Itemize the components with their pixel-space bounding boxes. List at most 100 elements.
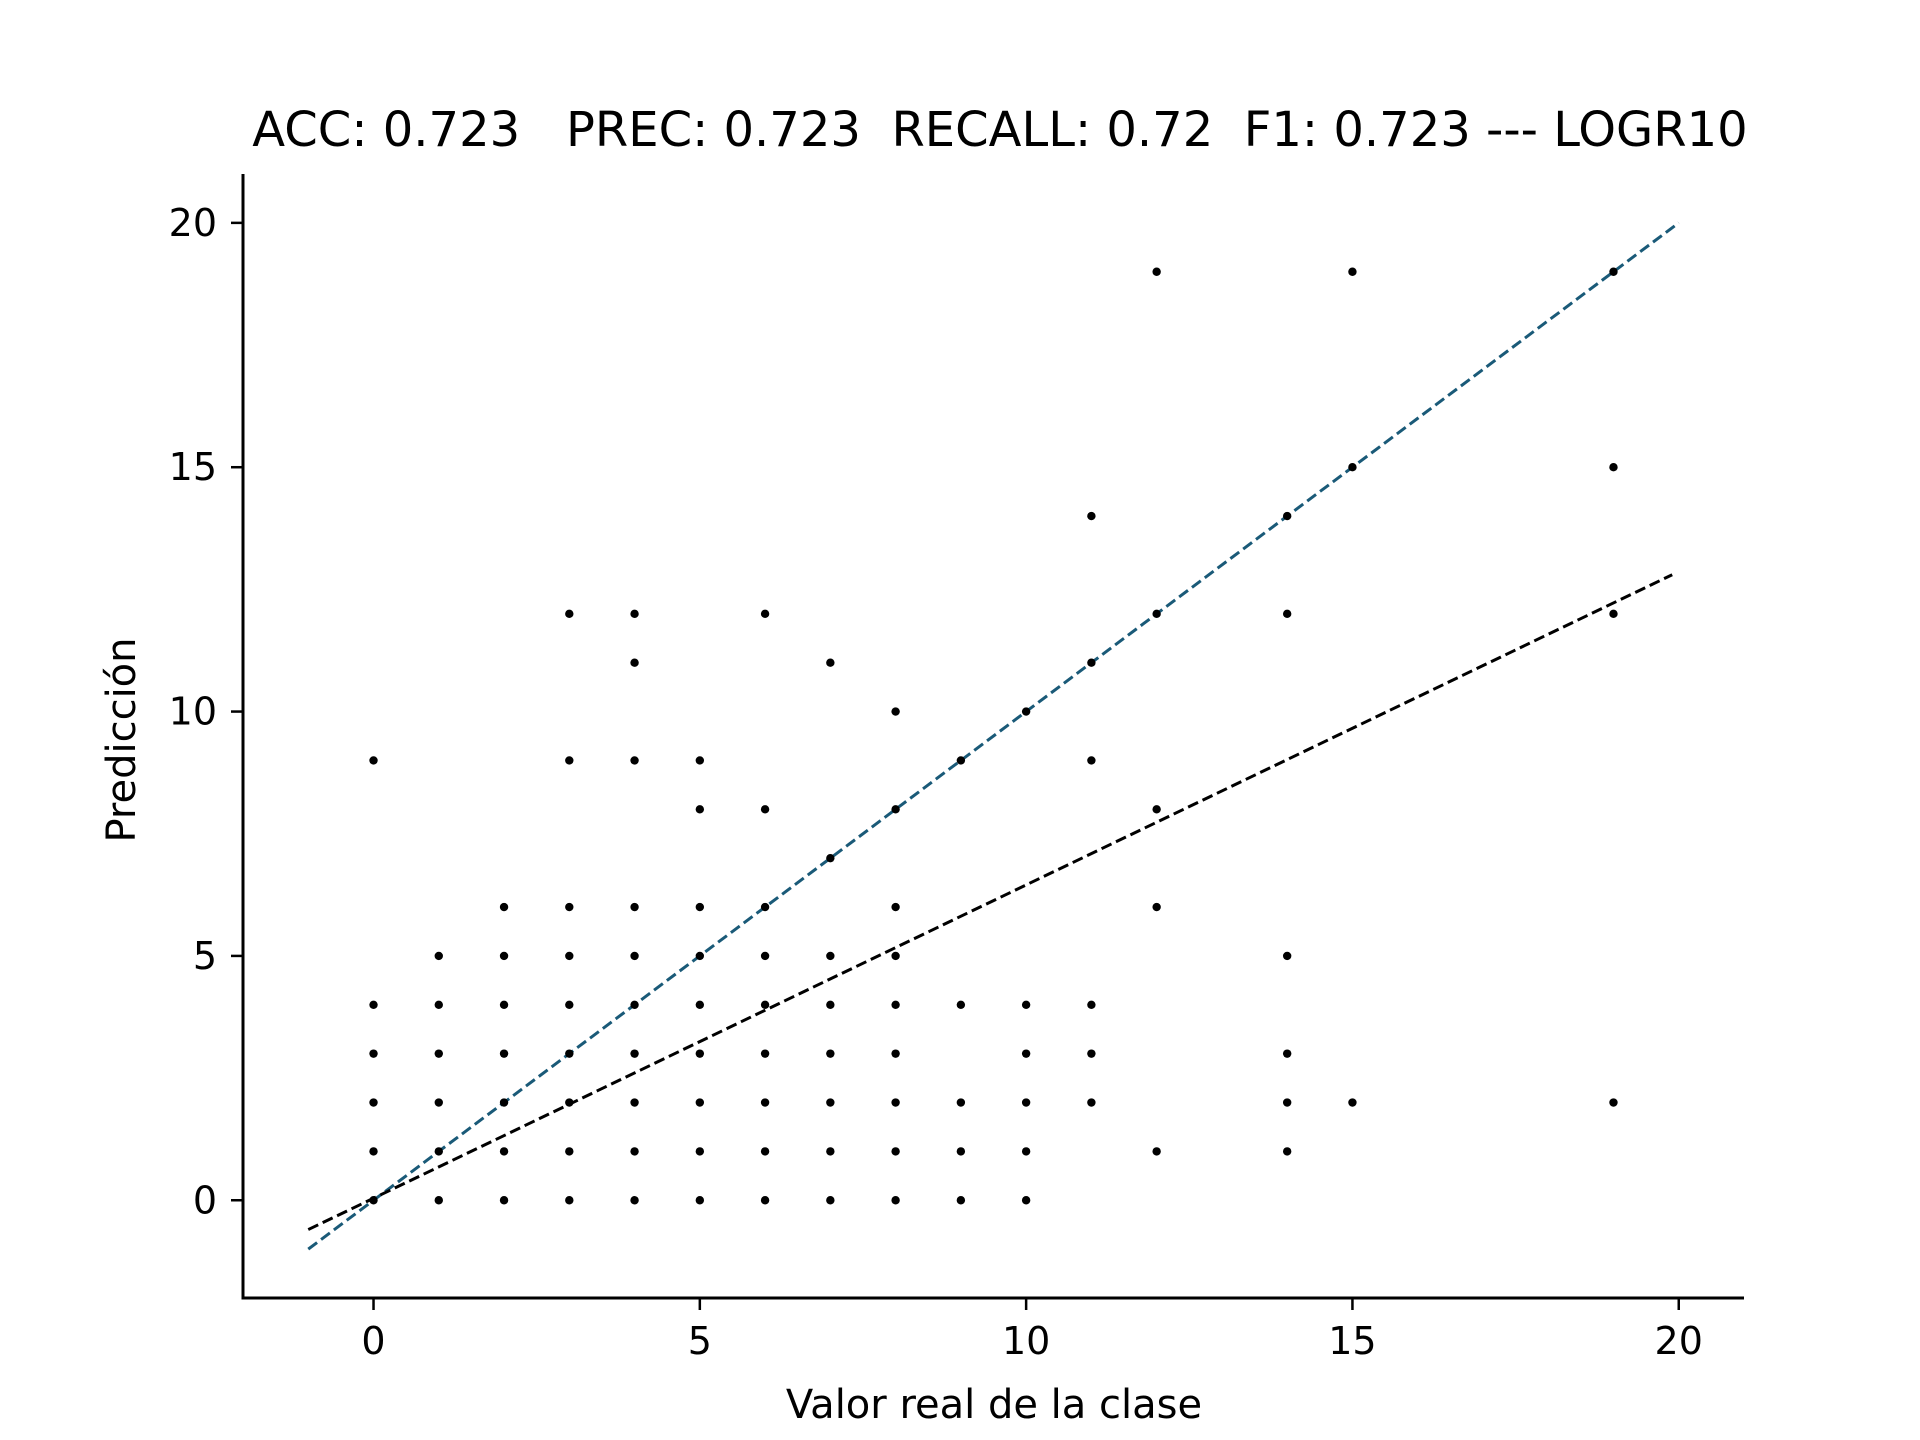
data-point [956,1098,966,1107]
data-point [826,1196,835,1205]
data-point [499,951,509,961]
data-point [1282,1098,1292,1107]
data-point [630,1049,639,1058]
data-point [891,1049,900,1058]
x-tick-label: 15 [1328,1319,1376,1363]
data-point [1087,1000,1096,1009]
data-point [1282,609,1292,619]
data-point [630,1196,639,1205]
data-point [1152,1147,1161,1156]
data-point [891,1000,900,1009]
data-point [1152,609,1161,619]
data-point [1087,511,1096,521]
data-point [369,756,378,765]
data-point [1152,805,1161,814]
y-tick-label: 5 [193,934,217,978]
data-point [1609,1098,1618,1107]
data-point [369,1147,378,1156]
data-point [826,1098,835,1107]
x-tick-label: 20 [1655,1319,1703,1363]
y-tick-label: 20 [169,201,217,245]
data-point [1087,658,1096,667]
data-point [1087,1098,1096,1107]
data-point [434,1000,443,1009]
data-point [499,1147,509,1156]
data-point [1348,463,1357,472]
data-point [565,951,574,961]
data-point [1282,1147,1292,1156]
data-point [956,1000,966,1009]
chart-title: ACC: 0.723 PREC: 0.723 RECALL: 0.72 F1: … [252,102,1747,158]
data-point [891,902,900,912]
identity-line [307,221,1680,1251]
data-point [695,902,705,912]
data-point [695,1000,705,1009]
data-point [695,756,705,765]
data-point [565,1196,574,1205]
data-point [891,805,900,814]
data-point [1021,1147,1031,1156]
x-tick-label: 10 [1002,1319,1050,1363]
data-point [695,1196,705,1205]
data-point [760,1000,770,1009]
data-point [1021,707,1031,716]
data-point [1282,511,1292,521]
data-point [826,1000,835,1009]
data-point [369,1000,378,1009]
data-point [891,1098,900,1107]
x-tick-label: 5 [688,1319,712,1363]
data-point [565,756,574,765]
data-point [630,951,639,961]
data-point [760,805,770,814]
fit-line [307,573,1673,1231]
data-point [630,1098,639,1107]
data-point [760,1147,770,1156]
data-point [826,853,835,863]
data-point [1087,1049,1096,1058]
data-point [565,1000,574,1009]
data-point [499,1000,509,1009]
y-tick-label: 15 [169,445,217,489]
data-point [434,1147,443,1156]
data-point [565,1098,574,1107]
data-point [499,1049,509,1058]
data-point [434,1049,443,1058]
reference-lines [307,221,1680,1251]
data-point [565,609,574,619]
data-point [695,951,705,961]
data-point [434,1098,443,1107]
data-point [369,1196,378,1205]
data-point [826,1049,835,1058]
data-point [630,658,639,667]
data-point [891,1196,900,1205]
y-tick-label: 10 [169,690,217,734]
data-point [956,756,966,765]
data-point [760,1098,770,1107]
data-point [434,951,443,961]
data-point [826,1147,835,1156]
data-point [760,951,770,961]
data-point [499,1196,509,1205]
data-point [1609,609,1618,619]
data-point [1021,1098,1031,1107]
data-point [434,1196,443,1205]
y-axis-label: Predicción [99,637,145,842]
data-point [630,1000,639,1009]
data-point [1609,267,1618,276]
data-point [565,1147,574,1156]
data-point [1021,1000,1031,1009]
data-point [369,1049,378,1058]
data-point [1282,1049,1292,1058]
data-point [826,951,835,961]
data-point [891,707,900,716]
data-point [1609,463,1618,472]
data-point [1021,1049,1031,1058]
data-point [760,1049,770,1058]
data-point [1282,951,1292,961]
data-point [760,1196,770,1205]
data-point [565,902,574,912]
data-point [695,1098,705,1107]
data-point [760,609,770,619]
